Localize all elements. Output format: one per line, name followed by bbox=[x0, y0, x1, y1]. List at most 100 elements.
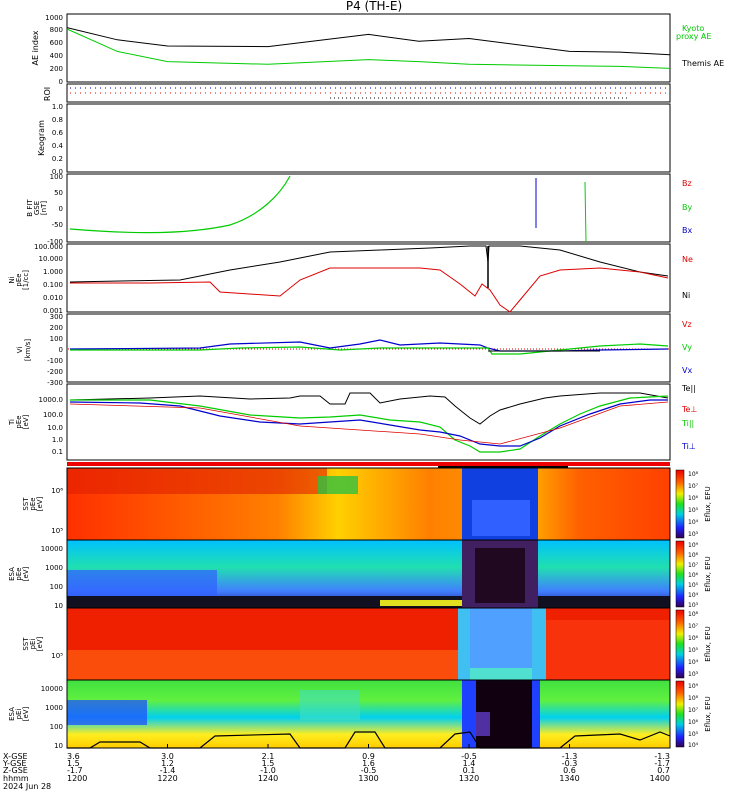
vi-ytick: -200 bbox=[47, 368, 63, 376]
ni-ylabel3: [1/cc] bbox=[22, 270, 30, 290]
mode-bar-red bbox=[67, 462, 670, 466]
ae-ytick: 800 bbox=[50, 26, 63, 34]
esa-e-ytick: 10 bbox=[54, 602, 63, 610]
vi-panel: 300 200 100 0 -100 -200 -300 Vi [km/s] V… bbox=[16, 313, 692, 387]
footer-value-z: -1.7 bbox=[67, 766, 83, 775]
ni-ytick: 1.000 bbox=[43, 268, 63, 276]
esa-e-cbar-tick: 10⁸ bbox=[688, 552, 699, 559]
ae-ytick-labels: 1000 800 600 400 200 0 bbox=[45, 14, 63, 86]
footer-value-z: 0.6 bbox=[563, 766, 576, 775]
vi-ytick: -100 bbox=[47, 357, 63, 365]
ae-ytick: 200 bbox=[50, 65, 63, 73]
sst-i-cbar-label: Eflux, EFU bbox=[704, 626, 712, 661]
keogram-panel: 1.0 0.8 0.6 0.4 0.2 0.0 Keogram bbox=[37, 103, 671, 176]
legend-vy: Vy bbox=[682, 343, 692, 352]
esa-e-ytick: 1000 bbox=[45, 564, 63, 572]
sst-e-cbar-tick: 10⁸ bbox=[688, 471, 699, 478]
bfit-ytick: 0 bbox=[59, 205, 63, 213]
sst-e-cbar-tick: 10⁷ bbox=[688, 483, 699, 490]
sst-e-cbar-label: Eflux, EFU bbox=[704, 486, 712, 521]
esa-i-purple-patch bbox=[476, 712, 490, 736]
ti-ytick: 10.0 bbox=[47, 424, 63, 432]
footer-row-label-z: Z-GSE bbox=[3, 766, 28, 775]
sst-i-colorbar bbox=[675, 609, 685, 679]
footer-axis: X-GSE Y-GSE Z-GSE hhmm 2024 Jun 28 3.61.… bbox=[2, 744, 671, 791]
ni-ytick: 0.001 bbox=[43, 307, 63, 315]
footer-row-label-hhmm: hhmm bbox=[3, 774, 29, 783]
esa-e-cbar-tick: 10⁷ bbox=[688, 562, 699, 569]
legend-bx: Bx bbox=[682, 226, 692, 235]
footer-date: 2024 Jun 28 bbox=[3, 782, 51, 791]
sst-i-cbar-tick: 10⁷ bbox=[688, 623, 699, 630]
footer-value-t: 1220 bbox=[157, 774, 177, 783]
ti-ylabel2: pEe bbox=[15, 415, 23, 428]
esa-i-contour bbox=[67, 731, 671, 749]
sst-e-ytick: 10⁶ bbox=[51, 487, 63, 495]
esa-e-colorbar bbox=[675, 540, 685, 608]
footer-value-y: 1.5 bbox=[262, 759, 275, 768]
keogram-ylabel: Keogram bbox=[37, 120, 46, 156]
esa-i-cbar-tick: 10⁹ bbox=[688, 683, 699, 690]
footer-value-x: -1.3 bbox=[654, 752, 670, 761]
ni-ytick: 100.000 bbox=[34, 243, 63, 251]
vi-ylabel2: [km/s] bbox=[24, 339, 32, 362]
ni-black-series bbox=[69, 245, 669, 283]
esa-i-cbar-tick: 10⁴ bbox=[688, 742, 699, 749]
sst-e-ytick: 10⁵ bbox=[51, 527, 63, 535]
esa-e-cbar-tick: 10⁶ bbox=[688, 572, 699, 579]
footer-value-x: 3.0 bbox=[161, 752, 174, 761]
ae-ytick: 400 bbox=[50, 52, 63, 60]
bfit-ytick: -100 bbox=[47, 238, 63, 246]
ti-green-series bbox=[70, 395, 669, 453]
ti-blue-series bbox=[69, 399, 668, 447]
bfit-ytick: 50 bbox=[54, 189, 63, 197]
esa-i-ytick: 10 bbox=[54, 742, 63, 750]
ni-ylabel: Ni bbox=[8, 276, 16, 283]
vi-frame bbox=[66, 313, 671, 383]
sst-i-ylabel2: pEi bbox=[29, 639, 37, 650]
sst-e-panel: 10⁶ 10⁵ SST pEe [eV] 10⁸ 10⁷ 10⁶ 10⁵ 10⁴… bbox=[22, 467, 712, 541]
sst-i-lower-band bbox=[67, 650, 462, 680]
footer-value-y: 1.5 bbox=[67, 759, 80, 768]
ni-ytick: 10.000 bbox=[39, 255, 64, 263]
vi-ytick: 300 bbox=[50, 313, 63, 321]
sst-e-colorbar bbox=[675, 469, 685, 539]
esa-e-dropout-core bbox=[475, 548, 525, 603]
keogram-ytick: 1.0 bbox=[52, 103, 63, 111]
sst-e-cbar-tick: 10⁵ bbox=[688, 507, 699, 514]
footer-value-t: 1400 bbox=[650, 774, 670, 783]
footer-value-t: 1320 bbox=[459, 774, 479, 783]
footer-value-x: 2.1 bbox=[262, 752, 275, 761]
keogram-ytick: 0.8 bbox=[52, 116, 63, 124]
ti-ytick: 0.1 bbox=[52, 448, 63, 456]
sst-i-dropout-bottom bbox=[470, 668, 532, 680]
keogram-ytick: 0.0 bbox=[52, 168, 63, 176]
sst-e-ylabel: SST bbox=[22, 497, 30, 511]
ti-ytick: 100.0 bbox=[43, 411, 63, 419]
vi-ytick: 0 bbox=[59, 346, 63, 354]
esa-e-ylabel2: pEe bbox=[15, 567, 23, 580]
esa-i-colorbar bbox=[675, 680, 685, 748]
ti-ytick: 1.0 bbox=[52, 436, 63, 444]
legend-kyoto: Kyoto bbox=[682, 24, 704, 33]
esa-e-blue-band bbox=[67, 570, 217, 596]
footer-value-z: -1.4 bbox=[160, 766, 176, 775]
bfit-ytick: 100 bbox=[50, 173, 63, 181]
footer-value-y: -0.3 bbox=[562, 759, 578, 768]
esa-e-ylabel: ESA bbox=[8, 567, 16, 581]
sst-e-upper-band bbox=[67, 468, 327, 494]
ti-ylabel: Ti bbox=[8, 419, 16, 426]
legend-ni: Ni bbox=[682, 291, 690, 300]
esa-e-ylabel3: [eV] bbox=[22, 566, 30, 581]
footer-value-x: -1.3 bbox=[562, 752, 578, 761]
keogram-frame bbox=[66, 103, 671, 173]
bfit-ytick: -50 bbox=[52, 221, 63, 229]
ti-ylabel3: [eV] bbox=[22, 414, 30, 429]
sst-i-ylabel3: [eV] bbox=[36, 636, 44, 651]
esa-i-cbar-label: Eflux, EFU bbox=[704, 696, 712, 731]
ni-panel: 100.000 10.000 1.000 0.100 0.010 0.001 N… bbox=[8, 243, 693, 315]
legend-proxy-ae: proxy AE bbox=[676, 32, 711, 41]
sst-e-cbar-tick: 10³ bbox=[688, 531, 699, 538]
roi-panel: ROI bbox=[43, 83, 671, 103]
sst-i-ylabel: SST bbox=[22, 637, 30, 651]
